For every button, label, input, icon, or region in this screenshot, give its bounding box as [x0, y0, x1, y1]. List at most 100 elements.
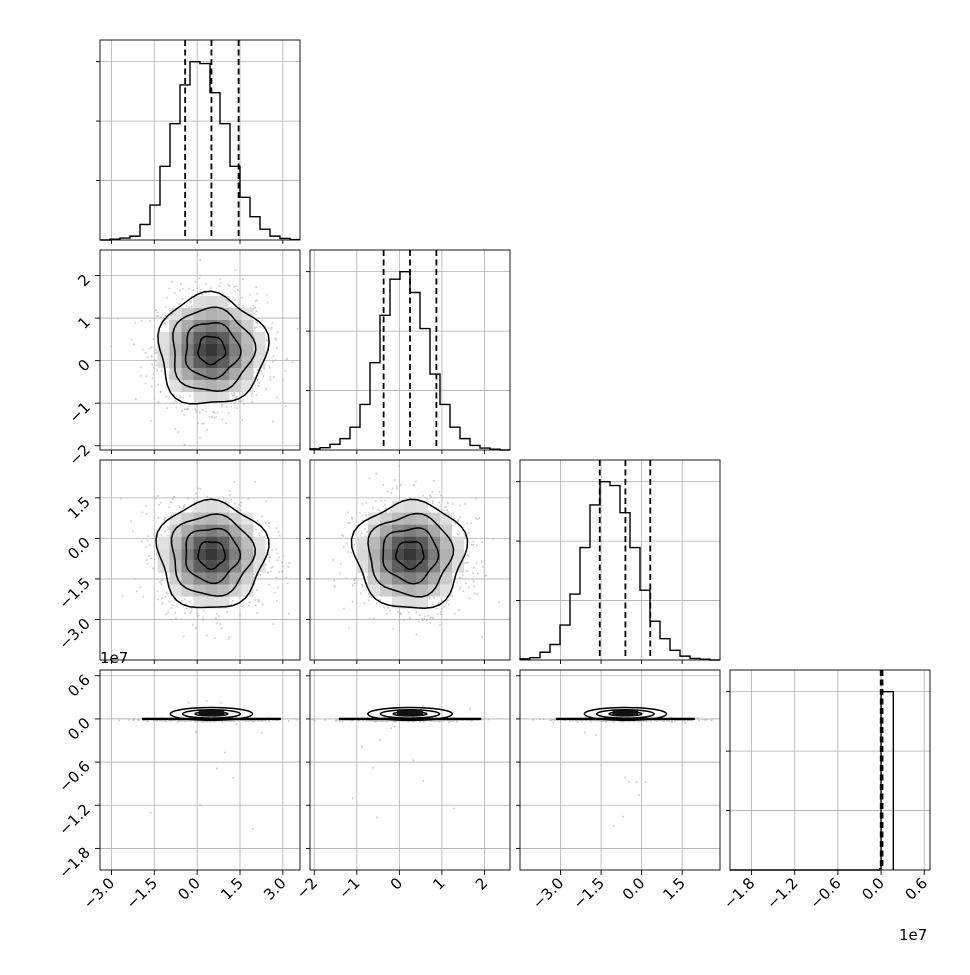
x-tick-label: 0.0: [858, 874, 888, 904]
panel-frame: [309, 669, 511, 871]
density-core: [396, 709, 424, 716]
density-cell: [440, 536, 452, 549]
density-cell: [217, 548, 230, 561]
density-cell: [241, 332, 254, 344]
density-cell: [181, 536, 194, 549]
contour-level-2: [382, 527, 440, 585]
density-cell: [229, 548, 242, 561]
density-cell: [452, 560, 464, 573]
y-tick-label: 0.6: [64, 671, 94, 701]
x-tick-label: −3.0: [80, 874, 118, 912]
pair-panel-1-4: [99, 669, 301, 871]
density-cell: [253, 548, 266, 561]
density-cell: [181, 320, 194, 332]
density-cell: [368, 536, 380, 549]
pair-panel-1-3: [99, 459, 301, 661]
density-cell: [229, 512, 242, 525]
density-cell: [181, 572, 194, 585]
contour-level-3: [169, 706, 254, 722]
density-cell: [392, 584, 404, 597]
density-cell: [368, 572, 380, 585]
contour-level-4: [155, 498, 270, 609]
density-cell: [205, 524, 218, 537]
density-core: [198, 709, 225, 716]
contour-level-3: [172, 306, 257, 392]
y-tick-label: −3.0: [55, 615, 93, 653]
y-tick-label: 0.0: [64, 714, 94, 744]
density-cell: [193, 596, 206, 609]
density-cell: [205, 560, 218, 573]
density-cell: [380, 560, 392, 573]
density-cell: [404, 560, 416, 573]
density-cell: [181, 548, 194, 561]
density-cell: [241, 344, 254, 356]
y-tick-label: −1.5: [55, 574, 93, 612]
y-tick-label: −1.8: [55, 844, 93, 882]
density-cell: [380, 572, 392, 585]
density-cell: [392, 512, 404, 525]
contour-level-3: [170, 513, 256, 597]
y-tick-label: 0: [74, 356, 93, 375]
contour-level-4: [350, 498, 469, 610]
density-cell: [428, 548, 440, 561]
density-cell: [404, 596, 416, 609]
contour-level-4: [157, 290, 270, 405]
density-cell: [440, 548, 452, 561]
density-cell: [416, 584, 428, 597]
y-tick-label: 2: [74, 271, 93, 290]
density-cell: [253, 344, 266, 356]
pair-content: [118, 700, 298, 830]
density-cell: [205, 332, 218, 344]
x-tick-label: 0.0: [174, 874, 204, 904]
panel-frame: [309, 459, 511, 661]
density-cell: [452, 548, 464, 561]
density-cell: [416, 596, 428, 609]
density-cell: [416, 500, 428, 513]
hist-panel-3: [516, 459, 721, 661]
pair-content: [109, 259, 299, 446]
density-cell: [404, 500, 416, 513]
density-cell: [404, 584, 416, 597]
density-cell: [169, 308, 182, 320]
density-cell: [205, 584, 218, 597]
density-cell: [241, 536, 254, 549]
density-cell: [169, 584, 182, 597]
density-cell: [241, 572, 254, 585]
density-cell: [241, 320, 254, 332]
density-cell: [404, 524, 416, 537]
density-cell: [392, 500, 404, 513]
density-cell: [193, 560, 206, 573]
panel-frame: [729, 669, 931, 871]
x-tick-label: 1.5: [217, 874, 247, 904]
pair-content: [120, 460, 291, 641]
pair-panel-2-3: [309, 459, 511, 661]
density-cell: [356, 548, 368, 561]
density-cell: [416, 536, 428, 549]
density-cell: [181, 356, 194, 368]
panel-frame: [99, 459, 301, 661]
pair-panel-3-4: [519, 669, 721, 871]
density-cell: [205, 548, 218, 561]
density-band: [556, 717, 695, 721]
x-tick-label: −1: [335, 874, 363, 902]
density-cell: [217, 524, 230, 537]
density-cell: [452, 536, 464, 549]
pair-panel-1-2: [99, 249, 301, 451]
histogram-step: [100, 60, 300, 241]
density-cell: [428, 524, 440, 537]
density-cell: [181, 368, 194, 380]
density-cell: [157, 332, 170, 344]
density-cell: [193, 392, 206, 404]
density-cell: [157, 536, 170, 549]
contour-level-1: [394, 541, 425, 571]
density-cell: [229, 524, 242, 537]
histogram-step: [519, 480, 720, 661]
hist-panel-4: [726, 669, 931, 871]
y-tick-label: −1.2: [55, 800, 93, 838]
density-cell: [205, 596, 218, 609]
density-cell: [181, 524, 194, 537]
density-cell: [440, 524, 452, 537]
contour-level-2: [185, 527, 242, 585]
density-cell: [392, 536, 404, 549]
